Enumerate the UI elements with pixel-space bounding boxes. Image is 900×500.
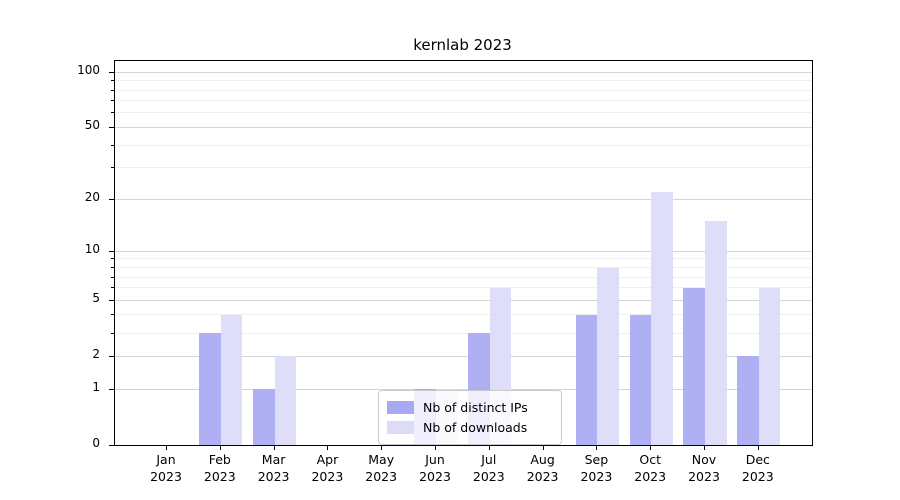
y-axis-tick bbox=[109, 355, 114, 357]
x-axis-tick bbox=[542, 445, 544, 450]
legend-item-downloads: Nb of downloads bbox=[387, 417, 553, 437]
bar-downloads bbox=[220, 315, 243, 445]
legend: Nb of distinct IPs Nb of downloads bbox=[378, 390, 562, 445]
y-axis-tick-label: 2 bbox=[92, 347, 100, 362]
legend-item-distinct-ips: Nb of distinct IPs bbox=[387, 397, 553, 417]
x-axis-tick-label: Jul 2023 bbox=[472, 452, 505, 484]
legend-label-downloads: Nb of downloads bbox=[423, 419, 528, 435]
gridline-minor bbox=[115, 276, 812, 278]
gridline-minor bbox=[115, 258, 812, 260]
x-axis-tick-label: Dec 2023 bbox=[741, 452, 774, 484]
gridline-major bbox=[115, 198, 812, 200]
x-axis-tick-label: Jun 2023 bbox=[419, 452, 451, 484]
bar-distinct-ips bbox=[252, 389, 275, 445]
y-axis-minor-tick bbox=[111, 267, 114, 268]
y-axis-tick-label: 100 bbox=[77, 63, 100, 78]
y-axis-tick bbox=[109, 126, 114, 128]
x-axis-tick bbox=[219, 445, 221, 450]
x-axis-tick-label: Jan 2023 bbox=[150, 452, 182, 484]
legend-label-distinct-ips: Nb of distinct IPs bbox=[423, 399, 528, 415]
bar-distinct-ips bbox=[575, 315, 598, 445]
y-axis-minor-tick bbox=[111, 287, 114, 289]
x-axis-tick-label: Apr 2023 bbox=[311, 452, 344, 484]
x-axis-tick bbox=[435, 445, 436, 450]
y-axis-minor-tick bbox=[111, 89, 114, 91]
gridline-major bbox=[115, 388, 812, 390]
y-axis-tick-label: 10 bbox=[84, 242, 100, 257]
gridline-minor bbox=[115, 287, 812, 289]
x-axis-tick-label: May 2023 bbox=[365, 452, 398, 484]
gridline-minor bbox=[115, 100, 812, 102]
bar-distinct-ips bbox=[629, 315, 652, 445]
y-axis-tick bbox=[109, 388, 114, 390]
x-axis-tick bbox=[327, 445, 329, 450]
bar-downloads bbox=[758, 287, 781, 445]
y-axis-minor-tick bbox=[111, 80, 114, 82]
x-axis-tick-label: Sep 2023 bbox=[580, 452, 613, 484]
gridline-major bbox=[115, 71, 812, 73]
gridline-minor bbox=[115, 314, 812, 316]
y-axis-minor-tick bbox=[111, 144, 114, 146]
gridline-minor bbox=[115, 89, 812, 91]
bar-distinct-ips bbox=[683, 287, 705, 445]
gridline-minor bbox=[115, 144, 812, 146]
bar-downloads bbox=[274, 356, 297, 445]
gridline-major bbox=[115, 126, 812, 128]
bar-downloads bbox=[651, 191, 673, 445]
bar-downloads bbox=[705, 221, 727, 445]
plot-area: Nb of distinct IPs Nb of downloads bbox=[109, 60, 813, 446]
legend-swatch-distinct-ips bbox=[387, 400, 414, 414]
x-axis-tick-label: Feb 2023 bbox=[203, 452, 236, 484]
y-axis-tick bbox=[109, 198, 114, 200]
y-axis-minor-tick bbox=[111, 332, 114, 334]
x-axis-tick-label: Mar 2023 bbox=[257, 452, 290, 484]
gridline-minor bbox=[115, 167, 812, 169]
y-axis-tick bbox=[109, 250, 114, 252]
x-axis-tick-label: Oct 2023 bbox=[634, 452, 667, 484]
y-axis-tick bbox=[109, 299, 114, 301]
y-axis-tick-label: 5 bbox=[92, 291, 100, 306]
x-axis-tick bbox=[381, 445, 383, 450]
x-axis-tick bbox=[596, 445, 598, 450]
gridline-major bbox=[115, 250, 812, 252]
y-axis-tick-label: 0 bbox=[92, 436, 100, 450]
y-axis-tick bbox=[109, 444, 114, 446]
bar-distinct-ips bbox=[199, 333, 221, 445]
bar-distinct-ips bbox=[737, 356, 759, 445]
gridline-minor bbox=[115, 267, 812, 268]
legend-swatch-downloads bbox=[387, 420, 414, 434]
x-axis-tick bbox=[273, 445, 275, 450]
y-axis-tick bbox=[109, 71, 114, 73]
y-axis-minor-tick bbox=[111, 314, 114, 316]
gridline-major bbox=[115, 355, 812, 357]
chart-title: kernlab 2023 bbox=[413, 36, 512, 54]
y-axis-minor-tick bbox=[111, 167, 114, 169]
x-axis-tick bbox=[488, 445, 490, 450]
x-axis-tick-label: Aug 2023 bbox=[526, 452, 559, 484]
y-axis-minor-tick bbox=[111, 112, 114, 114]
x-axis-tick bbox=[650, 445, 652, 450]
bar-downloads bbox=[597, 267, 620, 445]
y-axis-tick-label: 20 bbox=[84, 190, 100, 205]
y-axis-tick-label: 50 bbox=[84, 118, 100, 133]
x-axis-tick bbox=[166, 445, 167, 450]
y-axis-tick-label: 1 bbox=[92, 380, 100, 394]
gridline-major bbox=[115, 299, 812, 301]
x-axis-tick-label: Nov 2023 bbox=[688, 452, 720, 484]
x-axis-tick bbox=[757, 445, 759, 450]
y-axis-minor-tick bbox=[111, 276, 114, 278]
y-axis-minor-tick bbox=[111, 258, 114, 260]
y-axis-minor-tick bbox=[111, 100, 114, 102]
gridline-minor bbox=[115, 112, 812, 114]
gridline-minor bbox=[115, 332, 812, 334]
gridline-minor bbox=[115, 80, 812, 82]
x-axis-tick bbox=[704, 445, 705, 450]
